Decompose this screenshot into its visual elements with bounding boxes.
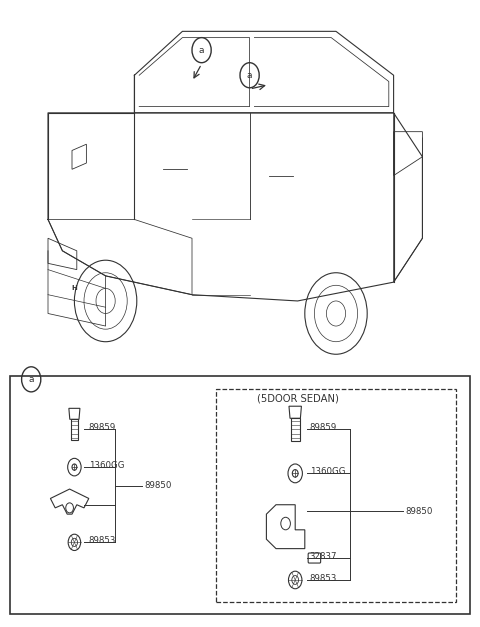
- Text: 32837: 32837: [310, 552, 337, 561]
- Bar: [71, 419, 78, 440]
- Text: 89853: 89853: [89, 536, 116, 545]
- Bar: [216, 389, 456, 602]
- Text: 89853: 89853: [310, 574, 337, 582]
- Text: 89859: 89859: [89, 423, 116, 432]
- Text: 89850: 89850: [144, 482, 171, 490]
- Text: 89859: 89859: [310, 423, 337, 432]
- Text: a: a: [199, 46, 204, 55]
- Text: 89850: 89850: [406, 507, 433, 515]
- Text: (5DOOR SEDAN): (5DOOR SEDAN): [257, 393, 339, 403]
- Text: 1360GG: 1360GG: [89, 461, 124, 470]
- Bar: [291, 418, 300, 441]
- Bar: [10, 376, 470, 614]
- Text: a: a: [247, 71, 252, 80]
- Text: H: H: [72, 285, 77, 292]
- Text: 1360GG: 1360GG: [310, 467, 345, 476]
- Text: a: a: [28, 375, 34, 384]
